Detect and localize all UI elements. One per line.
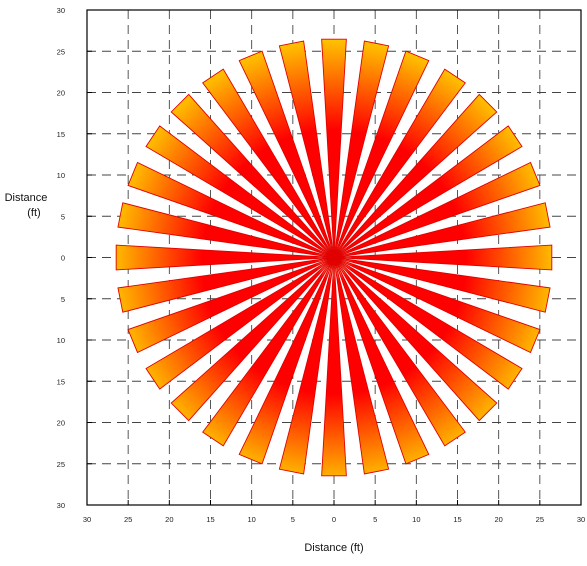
y-tick-label: 30 (57, 501, 65, 510)
y-axis-title-line-1: Distance (5, 192, 48, 204)
x-tick-label: 25 (124, 515, 132, 524)
x-tick-label: 0 (332, 515, 336, 524)
spoke-wedge (333, 50, 430, 258)
spoke-wedge (321, 38, 347, 258)
spoke-wedge (333, 257, 390, 475)
x-axis-title: Distance (ft) (304, 542, 363, 554)
y-tick-label: 25 (57, 460, 65, 469)
axis-ticks: 30 30 25 25 20 20 15 15 10 10 5 5 0 0 5 5 10 10 15 15 20 20 25… (57, 6, 586, 524)
spoke-wedge (117, 257, 335, 313)
y-tick-label: 30 (57, 6, 65, 15)
spoke-wedge (117, 202, 335, 258)
spoke-wedge (333, 257, 466, 447)
x-tick-label: 10 (247, 515, 255, 524)
spokes (115, 38, 553, 477)
spoke-wedge (333, 244, 553, 271)
spoke-wedge (145, 257, 335, 390)
y-tick-label: 20 (57, 419, 65, 428)
spoke-wedge (333, 161, 541, 258)
spoke-wedge (115, 244, 335, 271)
y-tick-label: 0 (61, 254, 65, 263)
spoke-wedge (145, 125, 335, 258)
spoke-wedge (238, 257, 335, 465)
spoke-wedge (333, 68, 466, 258)
y-tick-label: 25 (57, 47, 65, 56)
x-tick-label: 30 (577, 515, 585, 524)
x-tick-label: 15 (453, 515, 461, 524)
spoke-wedge (321, 257, 347, 477)
spoke-wedge (202, 257, 335, 447)
spoke-wedge (333, 40, 390, 258)
spoke-wedge (333, 257, 541, 354)
y-tick-label: 15 (57, 130, 65, 139)
spoke-wedge (278, 40, 335, 258)
y-tick-label: 20 (57, 89, 65, 98)
spoke-wedge (333, 202, 551, 258)
y-tick-label: 10 (57, 171, 65, 180)
spoke-wedge (127, 257, 335, 354)
x-tick-label: 25 (536, 515, 544, 524)
spoke-wedge (127, 161, 335, 258)
y-tick-label: 10 (57, 336, 65, 345)
y-tick-label: 5 (61, 295, 65, 304)
y-tick-label: 5 (61, 212, 65, 221)
spoke-wedge (170, 257, 335, 422)
spoke-wedge (238, 50, 335, 258)
spoke-wedge (333, 257, 523, 390)
spoke-wedge (333, 257, 551, 313)
x-tick-label: 5 (373, 515, 377, 524)
x-tick-label: 30 (83, 515, 91, 524)
spoke-wedge (170, 93, 335, 258)
spoke-wedge (333, 257, 498, 422)
x-tick-label: 15 (206, 515, 214, 524)
spoke-wedge (333, 93, 498, 258)
x-tick-label: 20 (494, 515, 502, 524)
spoke-wedge (202, 68, 335, 258)
x-tick-label: 5 (291, 515, 295, 524)
y-tick-label: 15 (57, 377, 65, 386)
x-tick-label: 10 (412, 515, 420, 524)
spoke-wedge (278, 257, 335, 475)
spoke-wedge (333, 125, 523, 258)
spoke-wedge (333, 257, 430, 465)
x-tick-label: 20 (165, 515, 173, 524)
y-axis-title-line-2: (ft) (27, 207, 40, 219)
